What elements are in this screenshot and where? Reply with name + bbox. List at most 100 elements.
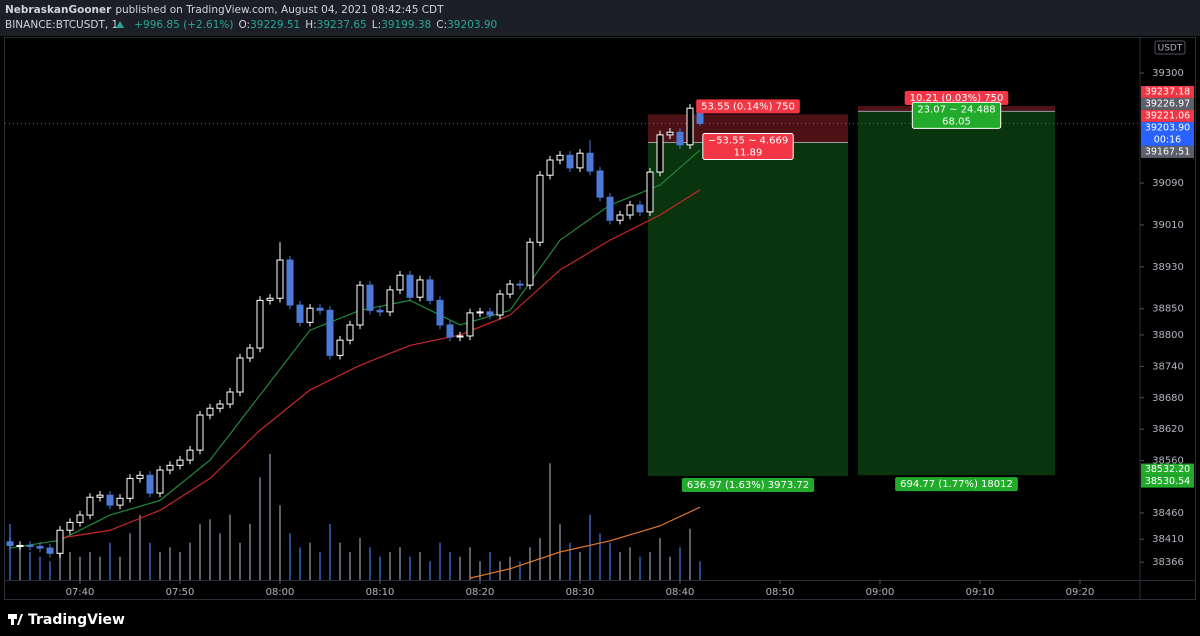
volume-bar (309, 542, 311, 580)
target-label: 636.97 (1.63%) 3973.72 (681, 478, 815, 493)
candle-body (536, 174, 544, 243)
candle-body (186, 449, 194, 461)
volume-bar (429, 561, 431, 580)
candle-body (146, 474, 154, 494)
candle-body (396, 274, 404, 291)
candle-body (516, 283, 524, 286)
volume-bar (69, 552, 71, 580)
candle-body (206, 407, 214, 416)
candle-body (176, 459, 184, 466)
volume-bar (59, 547, 61, 580)
candle-body (346, 324, 354, 341)
volume-bar (689, 528, 691, 580)
volume-bar (289, 533, 291, 580)
y-tick-label: 38620 (1152, 424, 1184, 435)
candle-body (36, 545, 44, 549)
candle-body (686, 107, 694, 146)
candle-body (496, 293, 504, 316)
volume-bar (529, 547, 531, 580)
candle-body (246, 347, 254, 359)
volume-bar (669, 556, 671, 580)
candle-body (116, 497, 124, 506)
y-tick-label: 39090 (1152, 178, 1184, 189)
change: +996.85 (+2.61%) (134, 19, 233, 31)
candle-body (636, 204, 644, 213)
last-price-tag-text: 39203.90 (1145, 122, 1190, 133)
stop-label: 53.55 (0.14%) 750 (696, 99, 800, 114)
x-tick-label: 08:30 (566, 587, 595, 598)
candle-body (366, 284, 374, 311)
x-tick-label: 08:20 (466, 587, 495, 598)
stop-tag-bg (1141, 109, 1194, 122)
volume-bar (489, 552, 491, 580)
volume-bar (219, 533, 221, 580)
candle-body (596, 170, 604, 198)
y-tick-label: 38680 (1152, 393, 1184, 404)
candle-body (456, 335, 464, 338)
candle-body (546, 159, 554, 176)
candle-body (556, 154, 564, 161)
volume-bar (329, 524, 331, 580)
candle-body (656, 134, 664, 173)
entry-tag-bg (1141, 145, 1194, 158)
volume-ma (469, 506, 701, 579)
volume-bar (399, 547, 401, 580)
volume-bar (659, 538, 661, 580)
candle-body (476, 311, 484, 314)
candle-body (316, 307, 324, 311)
candle-body (666, 131, 674, 136)
stop-tag-bg (1141, 85, 1194, 98)
last-price-tag-text: 00:16 (1154, 134, 1181, 145)
candle-body (46, 547, 54, 554)
candle-body (306, 307, 314, 323)
volume-bar (619, 552, 621, 580)
volume-bar (349, 552, 351, 580)
brand: TradingView (28, 612, 125, 628)
y-tick-label: 38560 (1152, 456, 1184, 467)
candle-body (466, 312, 474, 337)
currency: USDT (1158, 44, 1183, 54)
volume-bar (629, 547, 631, 580)
candle-body (166, 464, 174, 471)
target-tag: 38530.54 (1141, 475, 1194, 488)
target-label-text: 694.77 (1.77%) 18012 (900, 479, 1013, 490)
volume-bar (189, 542, 191, 580)
candle-body (106, 494, 114, 506)
y-tick-label: 38930 (1152, 262, 1184, 273)
publish-line: NebraskanGooner published on TradingView.… (5, 4, 444, 16)
candle-body (266, 297, 274, 301)
volume-bar (519, 561, 521, 580)
volume-bar (29, 552, 31, 580)
candle-body (386, 289, 394, 313)
volume-bar (339, 542, 341, 580)
target-zone (648, 142, 848, 477)
pnl-label-text: 23.07 ~ 24.488 (917, 104, 995, 115)
target-label: 694.77 (1.77%) 18012 (895, 477, 1018, 492)
candle-body (86, 496, 94, 516)
target-tag-bg (1141, 463, 1194, 476)
logo-part (17, 614, 23, 625)
candle-body (296, 304, 304, 323)
y-tick-label: 38850 (1152, 304, 1184, 315)
volume-bar (299, 547, 301, 580)
author: NebraskanGooner (5, 4, 112, 16)
h-value: 39237.65 (317, 19, 367, 31)
volume-bar (259, 477, 261, 580)
candle-body (276, 259, 284, 299)
pnl-label-text: 68.05 (942, 116, 971, 127)
volume-bar (609, 542, 611, 580)
candle-body (406, 274, 414, 298)
volume-bar (9, 524, 11, 580)
volume-bar (319, 552, 321, 580)
entry-tag: 39167.51 (1141, 145, 1194, 158)
y-tick-label: 39300 (1152, 68, 1184, 79)
l-label: L: (372, 19, 381, 31)
candle-body (376, 309, 384, 313)
y-tick-label: 38410 (1152, 534, 1184, 545)
pnl-label-bg (702, 132, 794, 160)
entry-tag-text: 39167.51 (1145, 146, 1190, 157)
candle-body (336, 339, 344, 356)
volume-bar (19, 547, 21, 580)
